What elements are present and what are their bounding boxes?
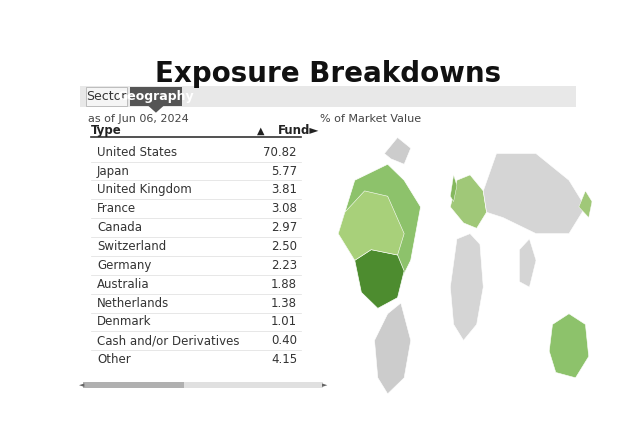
Text: 3.08: 3.08 [271,202,297,215]
Text: 4.15: 4.15 [271,353,297,366]
Polygon shape [451,234,483,340]
Text: 0.40: 0.40 [271,334,297,347]
Text: Cash and/or Derivatives: Cash and/or Derivatives [97,334,239,347]
Polygon shape [451,175,486,228]
Text: 1.88: 1.88 [271,278,297,291]
Polygon shape [483,154,586,234]
Text: Japan: Japan [97,165,130,178]
Text: Other: Other [97,353,131,366]
FancyBboxPatch shape [83,382,184,388]
Text: United States: United States [97,146,177,159]
Text: as of Jun 06, 2024: as of Jun 06, 2024 [88,114,189,124]
Text: Denmark: Denmark [97,316,152,328]
Text: Sector: Sector [86,90,127,103]
Text: Switzerland: Switzerland [97,240,166,253]
Text: Exposure Breakdowns: Exposure Breakdowns [155,60,501,88]
Polygon shape [338,191,404,260]
Text: 3.81: 3.81 [271,183,297,196]
Text: Geography: Geography [118,90,195,103]
Polygon shape [355,250,404,308]
Text: % of Market Value: % of Market Value [320,114,421,124]
Polygon shape [385,138,411,164]
Polygon shape [549,314,589,378]
Polygon shape [520,239,536,287]
Text: 2.23: 2.23 [271,259,297,272]
Text: ◄: ◄ [79,382,84,388]
Text: ►: ► [322,382,328,388]
Text: 2.50: 2.50 [271,240,297,253]
FancyBboxPatch shape [86,87,127,106]
Text: United Kingdom: United Kingdom [97,183,192,196]
Text: Australia: Australia [97,278,150,291]
FancyBboxPatch shape [316,142,572,380]
FancyBboxPatch shape [129,87,182,106]
Polygon shape [579,191,592,218]
Text: 5.77: 5.77 [271,165,297,178]
Text: Type: Type [91,124,122,137]
Polygon shape [374,303,411,394]
Text: France: France [97,202,136,215]
FancyBboxPatch shape [83,382,323,388]
Text: 1.01: 1.01 [271,316,297,328]
Polygon shape [338,164,420,287]
Text: Netherlands: Netherlands [97,296,170,310]
FancyBboxPatch shape [80,86,576,107]
Text: 70.82: 70.82 [264,146,297,159]
Text: Germany: Germany [97,259,152,272]
Text: 1.38: 1.38 [271,296,297,310]
Text: Canada: Canada [97,221,142,234]
Text: ▲: ▲ [257,125,264,135]
Text: 2.97: 2.97 [271,221,297,234]
Text: Fund►: Fund► [278,124,319,137]
Polygon shape [451,175,457,202]
Polygon shape [148,106,164,113]
